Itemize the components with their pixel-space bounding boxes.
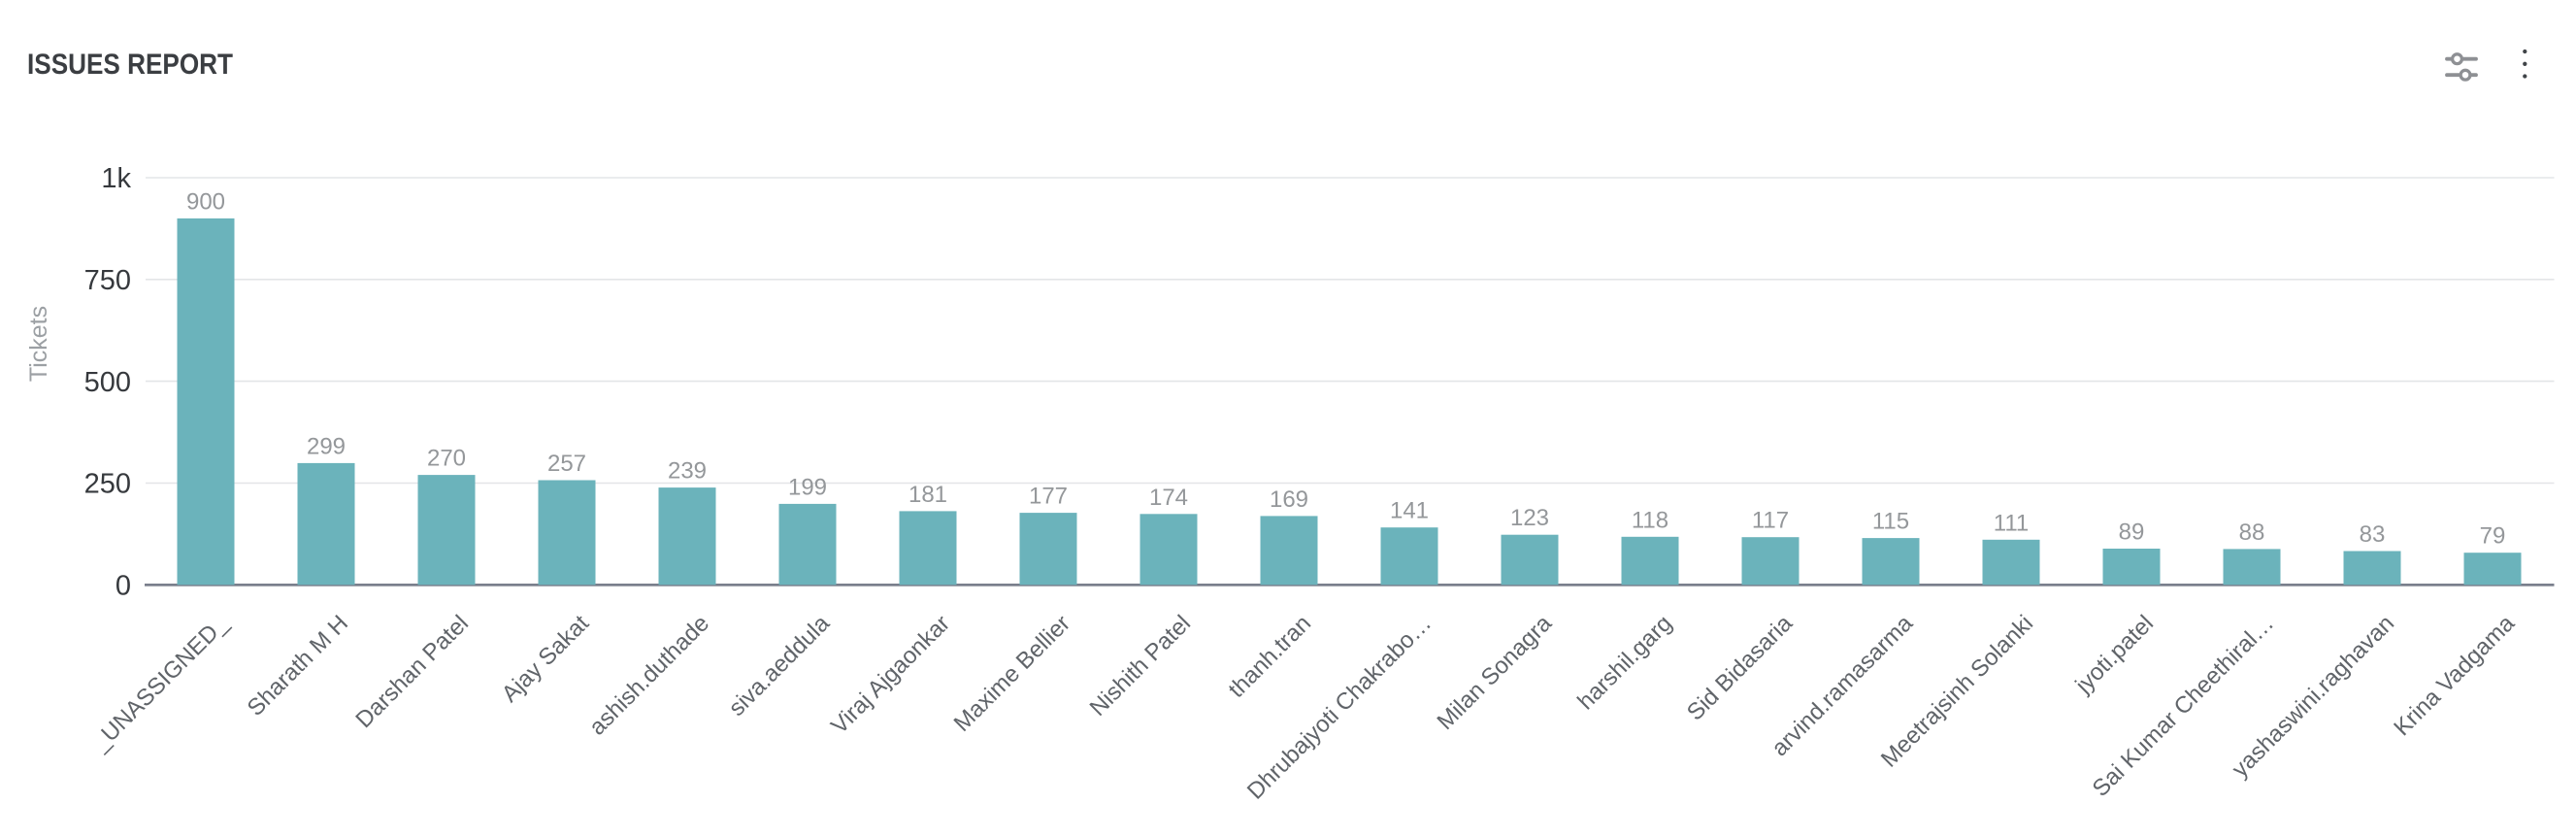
svg-text:900: 900	[186, 188, 225, 215]
svg-text:118: 118	[1632, 507, 1668, 533]
svg-text:250: 250	[84, 469, 131, 500]
svg-text:89: 89	[2119, 520, 2145, 546]
svg-text:83: 83	[2360, 521, 2386, 548]
svg-text:174: 174	[1149, 485, 1188, 511]
svg-text:117: 117	[1752, 508, 1789, 534]
svg-text:1k: 1k	[101, 163, 131, 194]
svg-text:500: 500	[84, 367, 131, 398]
svg-text:141: 141	[1390, 498, 1429, 524]
svg-text:299: 299	[307, 433, 346, 459]
svg-text:ISSUES REPORT: ISSUES REPORT	[27, 49, 233, 81]
svg-text:181: 181	[908, 482, 947, 508]
svg-text:257: 257	[547, 451, 586, 477]
svg-text:111: 111	[1994, 510, 2029, 536]
svg-text:270: 270	[427, 446, 466, 472]
svg-text:199: 199	[788, 474, 827, 500]
svg-text:88: 88	[2239, 520, 2265, 546]
svg-text:239: 239	[668, 458, 707, 485]
svg-text:115: 115	[1872, 509, 1909, 535]
svg-text:79: 79	[2480, 523, 2506, 550]
svg-text:750: 750	[84, 265, 131, 296]
svg-text:0: 0	[116, 571, 131, 602]
svg-text:177: 177	[1029, 484, 1068, 510]
svg-text:123: 123	[1510, 505, 1549, 531]
svg-text:169: 169	[1270, 486, 1308, 513]
svg-text:Tickets: Tickets	[25, 306, 52, 382]
